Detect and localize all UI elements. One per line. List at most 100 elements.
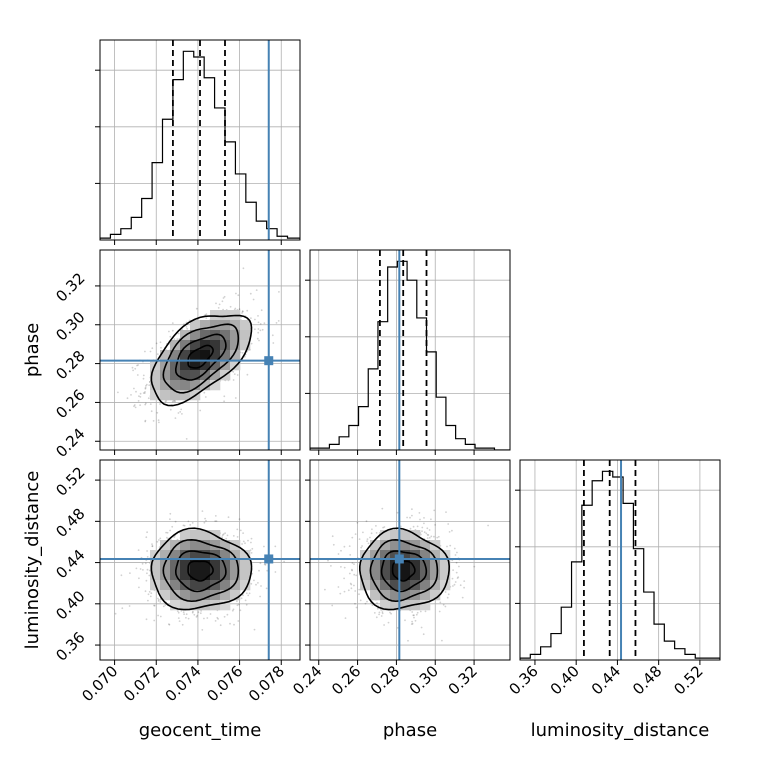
sample-point [237, 620, 240, 622]
sample-point [453, 547, 456, 550]
sample-point [135, 390, 137, 393]
sample-point [413, 616, 415, 619]
sample-point [340, 566, 342, 568]
density-bin [380, 530, 391, 541]
sample-point [337, 586, 340, 588]
density-bin [240, 580, 251, 591]
sample-point [258, 569, 260, 572]
density-bin [180, 350, 191, 361]
density-bin [160, 570, 171, 581]
sample-point [232, 535, 235, 537]
sample-point [157, 597, 159, 600]
density-bin [190, 570, 201, 581]
sample-point [232, 608, 235, 611]
sample-point [362, 531, 364, 534]
sample-point [254, 318, 256, 321]
sample-point [242, 267, 245, 270]
sample-point [239, 609, 242, 612]
sample-point [411, 620, 413, 623]
sample-point [146, 531, 149, 534]
density-bin [360, 560, 371, 571]
sample-point [250, 317, 252, 319]
sample-point [126, 397, 129, 400]
sample-point [236, 536, 239, 538]
sample-point [144, 590, 147, 593]
density-bin [170, 580, 181, 591]
density-bin [170, 370, 181, 381]
density-bin [190, 580, 201, 591]
sample-point [146, 572, 148, 575]
sample-point [263, 322, 266, 325]
density-bin [210, 320, 221, 331]
sample-point [256, 337, 259, 340]
sample-point [451, 529, 453, 532]
density-bin [200, 330, 211, 341]
sample-point [145, 383, 148, 386]
sample-point [159, 615, 162, 618]
sample-point [205, 313, 208, 316]
density-bin [180, 390, 191, 401]
sample-point [456, 551, 458, 554]
sample-point [423, 517, 425, 519]
density-bin [180, 570, 191, 581]
sample-point [156, 411, 159, 414]
density-bin [240, 320, 251, 331]
sample-point [378, 611, 381, 614]
contour-line [369, 538, 439, 603]
density-bin [180, 600, 191, 611]
sample-point [360, 546, 363, 549]
sample-point [222, 533, 225, 536]
sample-point [343, 577, 345, 580]
sample-point [257, 321, 260, 324]
sample-point [340, 549, 342, 552]
sample-point [174, 417, 177, 419]
sample-point [422, 633, 425, 636]
sample-point [180, 609, 183, 612]
sample-point [130, 394, 132, 396]
sample-point [235, 292, 237, 295]
sample-point [144, 387, 147, 390]
sample-point [259, 329, 262, 332]
density-bin [170, 350, 181, 361]
sample-point [454, 554, 457, 556]
sample-point [361, 545, 363, 547]
sample-point [153, 604, 156, 607]
density-bin [190, 320, 201, 331]
sample-point [144, 420, 147, 423]
sample-point [147, 599, 149, 602]
sample-point [236, 600, 238, 603]
sample-point [383, 526, 386, 528]
x-axis-label-phase: phase [383, 720, 437, 741]
sample-point [187, 520, 190, 523]
sample-point [366, 540, 368, 542]
sample-point [239, 529, 242, 532]
density-bin [230, 350, 241, 361]
sample-point [358, 588, 361, 591]
density-bin [190, 550, 201, 561]
sample-point [364, 602, 367, 605]
density-bin [220, 590, 231, 601]
sample-point [168, 330, 170, 333]
sample-point [255, 289, 258, 291]
sample-point [234, 307, 237, 310]
sample-point [355, 574, 358, 577]
sample-point [424, 610, 427, 613]
sample-point [447, 593, 450, 596]
sample-point [136, 364, 138, 367]
contour-line [162, 323, 240, 394]
sample-point [251, 547, 254, 550]
density-bin [380, 550, 391, 561]
density-bin [190, 530, 201, 541]
sample-point [229, 305, 232, 308]
density-bin [210, 380, 221, 391]
density-bin [160, 390, 171, 401]
sample-point [418, 512, 421, 514]
sample-point [271, 334, 274, 337]
sample-point [168, 623, 170, 625]
sample-point [350, 583, 353, 586]
sample-point [337, 553, 340, 555]
sample-point [370, 532, 373, 535]
density-bin [380, 540, 391, 551]
sample-point [455, 571, 458, 574]
y-axis-label-phase: phase [22, 323, 43, 377]
